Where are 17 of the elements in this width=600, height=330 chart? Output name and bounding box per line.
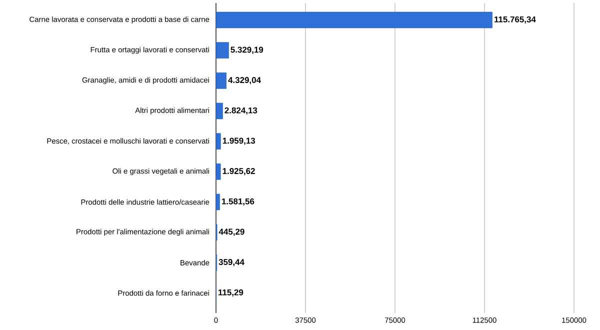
bar (216, 42, 229, 58)
data-label: 4.329,04 (228, 77, 261, 84)
bar (216, 102, 223, 120)
bar (216, 12, 492, 28)
data-label: 1.581,56 (222, 198, 254, 206)
data-label: 1.959,13 (222, 138, 256, 145)
data-label: 445,29 (218, 228, 244, 236)
data-label: 359,44 (218, 259, 244, 266)
bar (216, 133, 221, 150)
data-label: 2.824,13 (224, 107, 258, 115)
data-label: 115.765,34 (494, 16, 536, 24)
data-label: 1.925,62 (222, 168, 255, 176)
bar (216, 72, 226, 89)
data-label: 5.329,19 (230, 46, 264, 54)
bar (216, 194, 220, 210)
data-label: 115,29 (218, 289, 244, 297)
bar (216, 164, 221, 180)
